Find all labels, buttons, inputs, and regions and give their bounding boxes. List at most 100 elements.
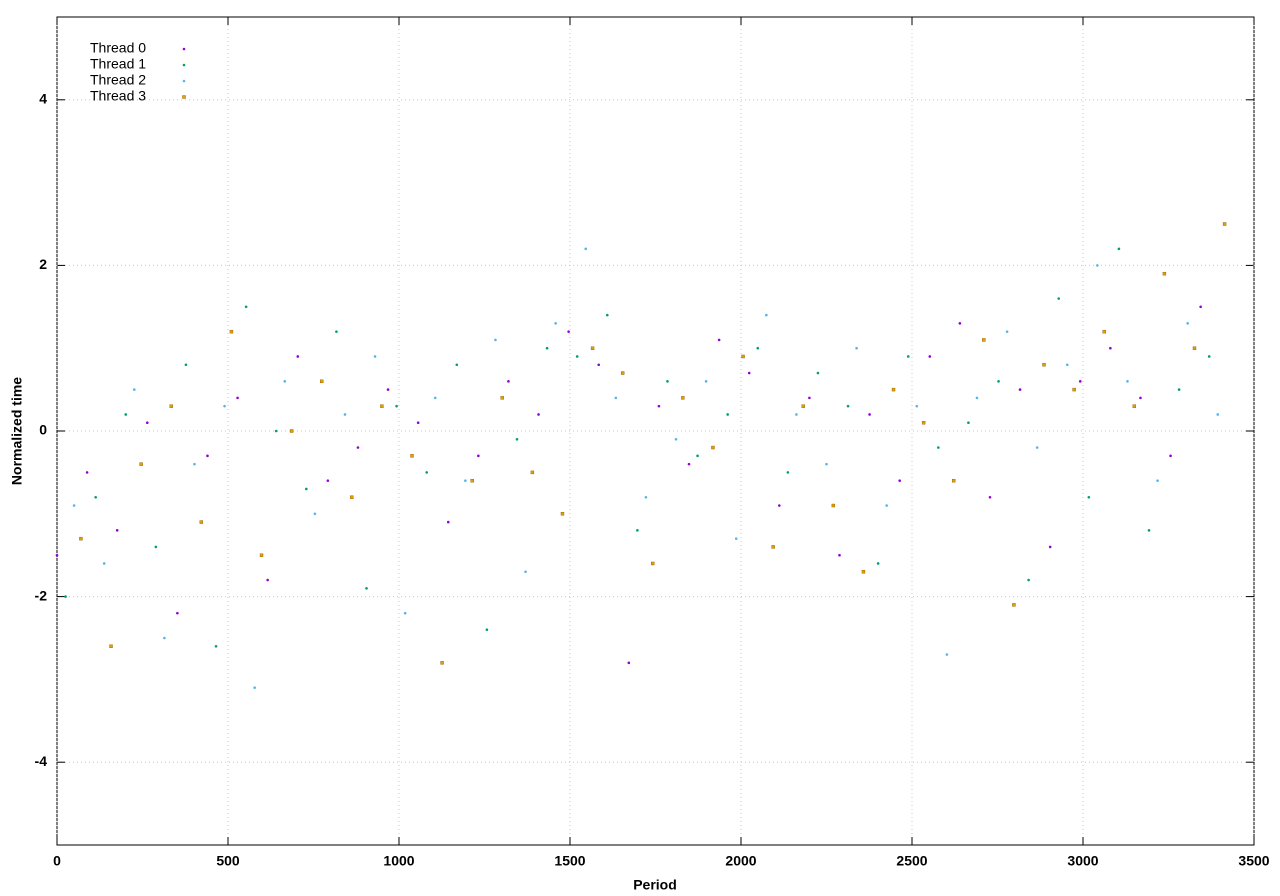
x-tick-label: 3500 bbox=[1238, 853, 1269, 869]
point bbox=[386, 388, 390, 391]
point bbox=[214, 644, 218, 648]
point bbox=[515, 437, 519, 441]
point bbox=[958, 322, 962, 325]
point bbox=[711, 445, 715, 450]
point bbox=[115, 529, 119, 532]
point bbox=[313, 512, 317, 516]
x-tick-label: 2000 bbox=[725, 853, 756, 869]
point bbox=[584, 247, 588, 251]
point bbox=[945, 653, 949, 656]
point bbox=[395, 404, 398, 408]
point bbox=[687, 462, 691, 466]
point bbox=[1102, 329, 1106, 334]
point bbox=[176, 611, 179, 615]
point bbox=[485, 628, 489, 632]
point bbox=[1096, 264, 1099, 267]
point bbox=[524, 570, 527, 574]
point bbox=[85, 471, 89, 474]
point bbox=[795, 413, 798, 416]
point bbox=[1027, 578, 1030, 582]
point bbox=[898, 479, 901, 482]
point bbox=[1192, 346, 1197, 350]
point bbox=[193, 462, 196, 466]
point bbox=[741, 354, 745, 359]
point bbox=[808, 396, 811, 400]
point bbox=[124, 413, 128, 416]
point bbox=[1216, 413, 1220, 416]
y-tick-label: 0 bbox=[39, 422, 47, 438]
legend-label: Thread 3 bbox=[90, 88, 146, 104]
point bbox=[967, 421, 970, 425]
point bbox=[825, 462, 828, 466]
point bbox=[253, 686, 256, 689]
point bbox=[1199, 305, 1202, 309]
point bbox=[244, 305, 248, 309]
point bbox=[296, 355, 300, 358]
point bbox=[1072, 387, 1076, 392]
point bbox=[816, 371, 820, 375]
point bbox=[1126, 380, 1129, 383]
point bbox=[410, 454, 414, 458]
point bbox=[717, 338, 721, 342]
point bbox=[109, 644, 113, 648]
point bbox=[1035, 446, 1039, 449]
point bbox=[696, 454, 699, 458]
x-tick-label: 1000 bbox=[383, 853, 414, 869]
point bbox=[651, 561, 655, 566]
point bbox=[365, 587, 368, 590]
legend-marker bbox=[182, 63, 186, 67]
point bbox=[614, 396, 618, 400]
legend-marker bbox=[182, 79, 186, 83]
point bbox=[982, 338, 986, 342]
points bbox=[55, 222, 1227, 689]
point bbox=[756, 346, 760, 350]
legend-label: Thread 2 bbox=[90, 72, 146, 88]
point bbox=[937, 446, 940, 449]
point bbox=[1186, 322, 1189, 325]
point bbox=[545, 346, 549, 350]
point bbox=[1177, 388, 1181, 391]
point bbox=[988, 495, 992, 499]
point bbox=[1109, 346, 1112, 350]
point bbox=[145, 421, 149, 425]
point bbox=[139, 462, 143, 466]
point bbox=[644, 495, 648, 499]
y-tick-label: 4 bbox=[39, 91, 47, 107]
point bbox=[403, 611, 407, 615]
x-tick-label: 0 bbox=[53, 853, 61, 869]
point bbox=[786, 471, 790, 474]
point bbox=[1169, 454, 1172, 458]
point bbox=[1018, 388, 1022, 391]
point bbox=[169, 404, 173, 408]
point bbox=[72, 504, 76, 507]
point bbox=[861, 570, 866, 574]
point bbox=[416, 421, 420, 425]
point bbox=[446, 520, 450, 524]
point bbox=[928, 355, 932, 358]
point bbox=[1207, 355, 1211, 358]
point bbox=[236, 396, 239, 400]
point bbox=[154, 545, 158, 549]
point bbox=[636, 529, 639, 532]
x-tick-label: 1500 bbox=[554, 853, 585, 869]
point bbox=[507, 380, 510, 383]
point bbox=[1087, 495, 1091, 499]
point bbox=[477, 454, 480, 458]
y-tick-label: -4 bbox=[35, 753, 48, 769]
point bbox=[765, 313, 768, 317]
point bbox=[620, 371, 625, 375]
point bbox=[846, 404, 850, 408]
point bbox=[356, 446, 360, 449]
point bbox=[184, 363, 188, 367]
point bbox=[1042, 363, 1046, 367]
point bbox=[831, 503, 836, 508]
point bbox=[530, 470, 535, 475]
point bbox=[567, 330, 570, 333]
point bbox=[380, 404, 384, 408]
point bbox=[952, 478, 956, 483]
point bbox=[627, 661, 631, 665]
legend-label: Thread 1 bbox=[90, 56, 146, 72]
legend-marker bbox=[182, 47, 186, 51]
legend-label: Thread 0 bbox=[90, 40, 146, 56]
